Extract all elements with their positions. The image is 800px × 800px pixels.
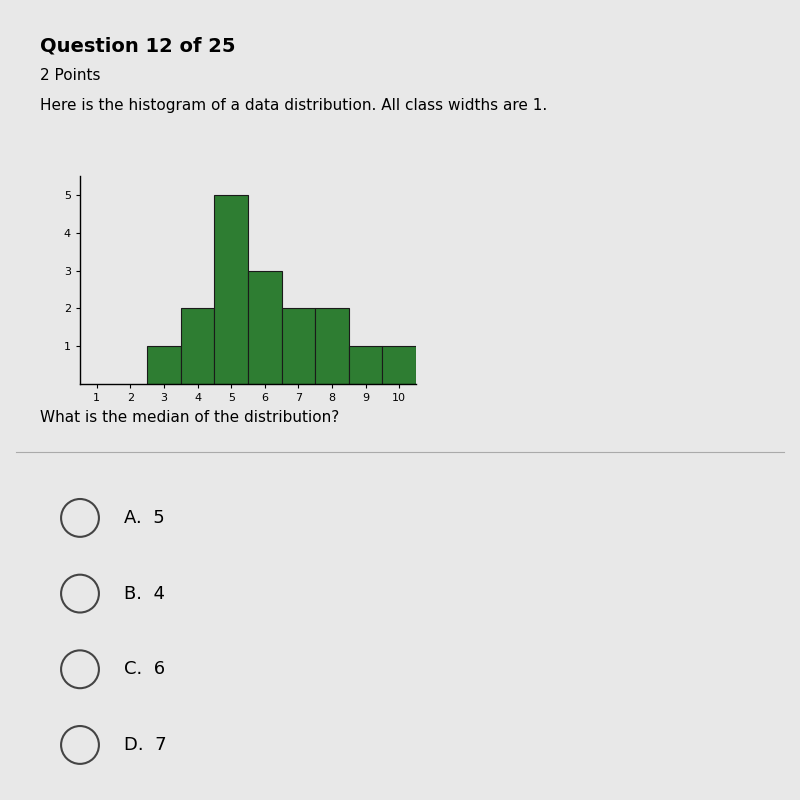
Bar — [147, 346, 181, 384]
Bar — [349, 346, 382, 384]
Text: B.  4: B. 4 — [124, 585, 165, 602]
Bar — [248, 270, 282, 384]
Text: C.  6: C. 6 — [124, 660, 165, 678]
Text: Question 12 of 25: Question 12 of 25 — [40, 36, 235, 55]
Text: 2 Points: 2 Points — [40, 68, 101, 83]
Bar — [181, 308, 214, 384]
Text: Here is the histogram of a data distribution. All class widths are 1.: Here is the histogram of a data distribu… — [40, 98, 547, 113]
Bar — [214, 195, 248, 384]
Text: D.  7: D. 7 — [124, 736, 166, 754]
Bar — [315, 308, 349, 384]
Text: What is the median of the distribution?: What is the median of the distribution? — [40, 410, 339, 426]
Bar — [282, 308, 315, 384]
Bar — [382, 346, 416, 384]
Text: A.  5: A. 5 — [124, 509, 165, 527]
